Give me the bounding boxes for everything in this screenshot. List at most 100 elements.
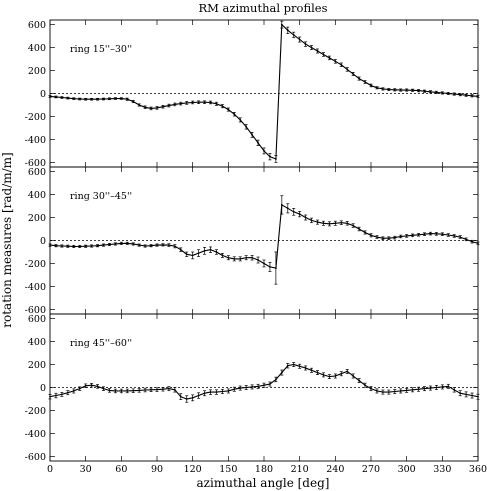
x-tick-label: 330 bbox=[433, 464, 451, 475]
data-point bbox=[215, 391, 218, 393]
data-point bbox=[346, 370, 349, 373]
data-point bbox=[352, 375, 355, 377]
data-point bbox=[441, 233, 444, 236]
data-point bbox=[280, 203, 283, 206]
data-point bbox=[233, 388, 236, 391]
y-tick-label: 600 bbox=[28, 167, 46, 178]
data-point bbox=[245, 386, 248, 389]
data-point bbox=[114, 243, 117, 245]
data-point bbox=[114, 97, 117, 100]
y-tick-label: -400 bbox=[25, 282, 46, 293]
y-tick-label: 0 bbox=[40, 236, 46, 247]
data-point bbox=[60, 393, 63, 396]
data-point bbox=[102, 98, 105, 100]
data-point bbox=[96, 98, 99, 101]
data-point bbox=[340, 63, 343, 66]
data-point bbox=[167, 387, 170, 390]
panel-label: ring 15''–30'' bbox=[70, 44, 132, 55]
data-point bbox=[411, 89, 414, 92]
data-point bbox=[162, 388, 164, 391]
data-point bbox=[352, 224, 355, 227]
panel-3: -600 -400 -200 0 200 400 600 ring 45''–60'' bbox=[25, 313, 480, 463]
data-point bbox=[399, 390, 402, 392]
data-point bbox=[150, 388, 152, 391]
data-point bbox=[417, 233, 420, 236]
data-point bbox=[322, 373, 325, 376]
data-point bbox=[364, 384, 366, 387]
data-point bbox=[423, 387, 426, 390]
data-point bbox=[459, 236, 462, 238]
data-point bbox=[263, 262, 265, 265]
data-point bbox=[233, 257, 236, 260]
data-point bbox=[102, 387, 105, 390]
data-point bbox=[328, 222, 331, 225]
data-point bbox=[49, 395, 51, 398]
data-point bbox=[132, 389, 135, 392]
data-point bbox=[108, 243, 111, 246]
panel-2: -600 -400 -200 0 200 400 600 ring 30''–45'' bbox=[25, 166, 480, 316]
data-point bbox=[316, 50, 319, 52]
data-point bbox=[280, 371, 283, 374]
y-tick-label: -600 bbox=[25, 452, 46, 463]
data-point bbox=[126, 390, 129, 392]
data-point bbox=[286, 29, 289, 32]
data-point bbox=[55, 96, 57, 98]
data-point bbox=[49, 95, 51, 98]
data-point bbox=[316, 371, 319, 374]
data-point bbox=[269, 383, 271, 385]
data-point bbox=[60, 245, 63, 247]
data-point bbox=[263, 384, 265, 387]
data-point bbox=[173, 388, 176, 391]
data-point bbox=[334, 375, 337, 377]
data-point bbox=[185, 398, 188, 400]
data-point bbox=[144, 389, 147, 391]
data-point bbox=[447, 92, 450, 95]
data-point bbox=[150, 107, 152, 110]
data-point bbox=[411, 234, 414, 237]
data-point bbox=[263, 150, 265, 152]
data-point bbox=[156, 244, 158, 246]
data-point bbox=[167, 244, 170, 246]
data-point bbox=[173, 103, 176, 106]
data-point bbox=[393, 390, 396, 393]
data-point bbox=[381, 391, 384, 393]
data-point bbox=[316, 221, 319, 224]
data-point bbox=[370, 387, 372, 390]
data-point bbox=[453, 235, 456, 237]
data-point bbox=[423, 233, 426, 236]
data-point bbox=[310, 369, 313, 372]
data-point bbox=[84, 245, 87, 248]
data-point bbox=[376, 390, 378, 392]
data-point bbox=[251, 386, 254, 388]
data-point bbox=[417, 388, 420, 391]
data-point bbox=[429, 232, 432, 235]
data-point bbox=[340, 221, 343, 224]
chart-title: RM azimuthal profiles bbox=[198, 1, 327, 15]
data-point bbox=[138, 104, 141, 106]
data-point bbox=[245, 256, 248, 259]
data-point bbox=[72, 97, 75, 100]
x-tick-label: 180 bbox=[255, 464, 273, 475]
data-point bbox=[257, 385, 259, 388]
data-point bbox=[304, 43, 307, 46]
data-point bbox=[156, 106, 158, 109]
data-point bbox=[90, 98, 93, 101]
data-point bbox=[465, 238, 468, 241]
data-point bbox=[274, 267, 277, 269]
data-point bbox=[96, 244, 99, 247]
data-point bbox=[298, 38, 301, 41]
data-point bbox=[239, 257, 242, 260]
data-point bbox=[209, 391, 212, 393]
data-point bbox=[393, 88, 396, 91]
y-tick-label: 400 bbox=[28, 337, 46, 348]
data-point bbox=[328, 56, 331, 59]
data-point bbox=[370, 84, 372, 87]
data-point bbox=[435, 91, 438, 94]
data-point bbox=[215, 251, 218, 253]
data-point bbox=[292, 34, 295, 36]
data-point bbox=[132, 100, 135, 103]
data-point bbox=[120, 390, 123, 392]
data-point bbox=[310, 219, 313, 222]
data-point bbox=[399, 235, 402, 238]
